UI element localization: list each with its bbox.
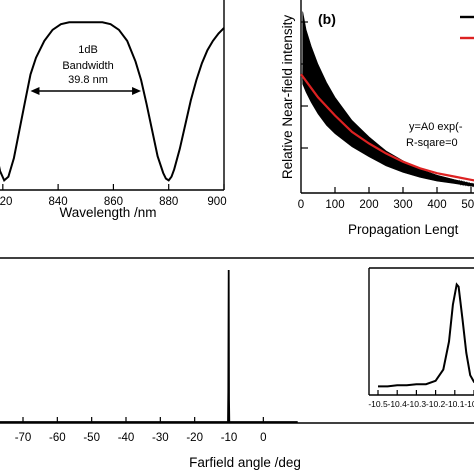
panel-c-x-tick-label: -70 [15,432,32,444]
panel-a-x-axis-label: Wavelength /nm [59,205,156,220]
inset-x-tick-label: -10.2 [426,399,446,409]
panel-b-x-tick-label: 0 [298,199,304,211]
annotation-line-2: Bandwidth [62,60,113,72]
panel-b-label: (b) [318,11,336,27]
panel-c-x-tick-label: -50 [83,432,100,444]
bandwidth-arrow-left-head [30,87,40,95]
panel-b-y-axis-label: Relative Near-field intensity [280,15,295,180]
panel-c-x-tick-label: 0 [260,432,266,444]
panel-c-x-tick-label: -10 [221,432,238,444]
panel-b-x-tick-label: 400 [427,199,446,211]
panel-b-x-axis-label: Propagation Lengt [348,222,459,237]
annotation-line-1: 1dB [78,44,98,56]
panel-c-x-tick-label: -30 [152,432,169,444]
panel-c-x-axis-label: Farfield angle /deg [189,455,301,470]
panel-a-spectrum-line [0,21,225,183]
panel-c-x-tick-label: -60 [49,432,66,444]
panel-c-x-tick-label: -40 [118,432,135,444]
panel-b-x-tick-label: 100 [325,199,344,211]
panel-b-x-tick-label: 300 [393,199,412,211]
panel-a-x-tick-label: 840 [49,196,68,208]
inset-x-tick-label: -10.5 [368,399,388,409]
inset-peak-line [378,282,474,388]
inset-x-tick-label: -10.1 [445,399,465,409]
panel-a-x-tick-label: 880 [159,196,178,208]
panel-a-x-tick-label: 860 [104,196,123,208]
panel-c-inset-chart: -10.5-10.4-10.3-10.2-10.1-10.0 [368,267,474,409]
panel-b-measured-envelope [302,11,474,187]
fit-equation: y=A0 exp(- [409,121,463,133]
panel-b-decay-chart: 0100200300400500600 (b) y=A0 exp(- R-sqa… [280,0,474,237]
panel-b-x-tick-label: 200 [359,199,378,211]
panel-a-transmission-chart: 820 840 860 880 900 1dB Bandwidth 39.8 nm Wa… [0,0,227,220]
annotation-line-3: 39.8 nm [68,74,108,86]
panel-a-x-tick-label: 820 [0,196,12,208]
panel-b-x-tick-label: 500 [461,199,474,211]
fit-r-square: R-sqare=0 [406,137,458,149]
bandwidth-arrow [30,87,142,95]
inset-x-tick-label: -10.0 [464,399,474,409]
panel-c-farfield-line [0,269,298,423]
panel-b-measured-line [302,19,474,188]
panel-c-x-tick-label: -20 [186,432,203,444]
inset-x-tick-label: -10.3 [407,399,427,409]
panel-b-fit-line [300,73,474,182]
bandwidth-arrow-right-head [132,87,142,95]
panel-a-x-tick-label: 900 [207,196,226,208]
panel-c-farfield-chart: -70 -60 -50 -40 -30 -20 -10 0 Farfield angle /d… [0,257,474,470]
inset-x-tick-label: -10.4 [388,399,408,409]
